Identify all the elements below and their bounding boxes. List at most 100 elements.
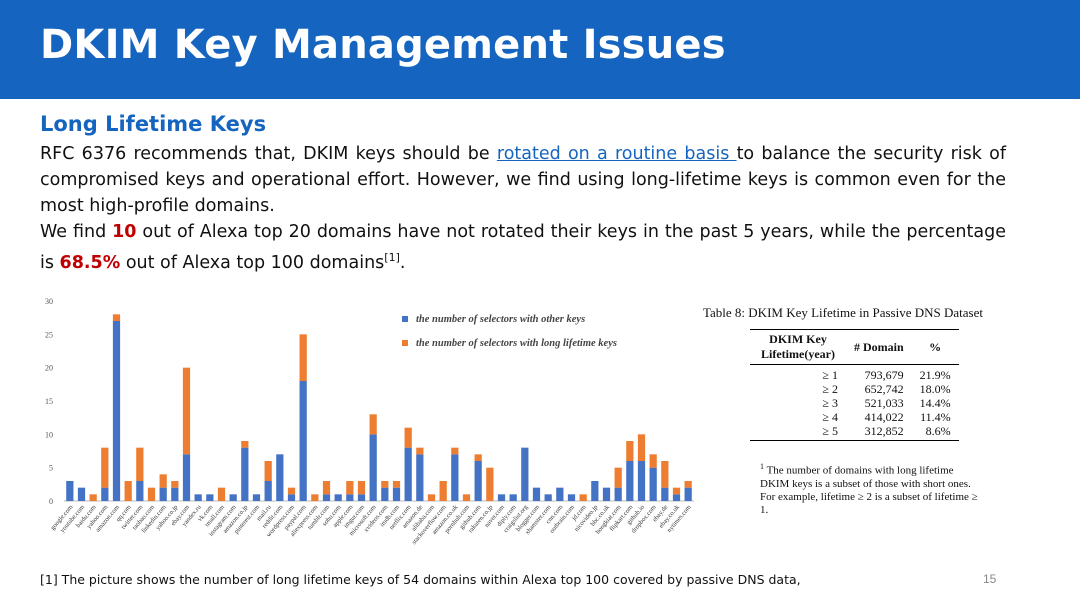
stacked-bar-chart: 051015202530google.comyoutube.combaidu.c… [45, 297, 694, 546]
reference-note: [1] The picture shows the number of long… [40, 572, 801, 587]
bar-other-keys [101, 487, 109, 501]
cell-domain-count: 414,022 [864, 410, 904, 424]
bar-long-lifetime-keys [136, 447, 144, 481]
cell-lifetime: ≥ 5 [750, 424, 846, 441]
cell-percent: 21.9% [919, 368, 951, 382]
bar-long-lifetime-keys [112, 314, 121, 321]
bar-other-keys [252, 494, 261, 501]
bar-other-keys [276, 454, 284, 501]
footnote-text: The number of domains with long lifetime… [760, 464, 978, 516]
bar-other-keys [591, 481, 599, 501]
bar-other-keys [497, 494, 506, 501]
highlight-percentage: 68.5% [59, 252, 121, 273]
bar-other-keys [392, 487, 401, 501]
y-tick-label: 5 [49, 464, 53, 473]
cell-domain-count: 793,679 [864, 368, 904, 382]
bar-long-lifetime-keys [626, 441, 634, 461]
bar-long-lifetime-keys [171, 481, 179, 488]
cell-domain-count: 312,852 [846, 424, 912, 441]
bar-other-keys [357, 494, 366, 501]
y-tick-label: 10 [45, 430, 53, 439]
table-row: ≥ 3 521,033 14.4% [750, 396, 959, 410]
bar-other-keys [112, 321, 121, 501]
bar-other-keys [66, 481, 74, 501]
cell-percent: 11.4% [920, 410, 951, 424]
bar-other-keys [264, 481, 272, 501]
table-footnote: 1 The number of domains with long lifeti… [760, 460, 985, 517]
bar-long-lifetime-keys [474, 454, 482, 461]
bar-other-keys [206, 494, 214, 501]
section-subtitle: Long Lifetime Keys [40, 112, 267, 136]
bar-other-keys [322, 494, 331, 501]
bar-other-keys [404, 447, 412, 501]
bar-other-keys [509, 494, 517, 501]
bar-long-lifetime-keys [299, 334, 307, 381]
table-row: ≥ 5 312,852 8.6% [750, 424, 959, 441]
bar-long-lifetime-keys [147, 487, 156, 501]
bar-other-keys [299, 381, 307, 501]
bar-other-keys [159, 487, 167, 501]
bar-long-lifetime-keys [124, 481, 132, 501]
bar-long-lifetime-keys [451, 447, 459, 455]
paragraph-1: RFC 6376 recommends that, DKIM keys shou… [40, 141, 1006, 219]
bar-long-lifetime-keys [579, 494, 587, 501]
bar-long-lifetime-keys [637, 434, 646, 461]
para2-text-b: out of Alexa top 20 domains have not rot… [40, 222, 1006, 273]
bar-other-keys [451, 454, 459, 501]
y-tick-label: 20 [45, 364, 53, 373]
bar-long-lifetime-keys [159, 474, 167, 488]
bar-other-keys [532, 487, 541, 501]
body-text: RFC 6376 recommends that, DKIM keys shou… [40, 141, 1006, 276]
cell-lifetime: ≥ 4 [822, 410, 838, 424]
bar-long-lifetime-keys [392, 481, 401, 488]
para1-text-a: RFC 6376 recommends that, DKIM keys shou… [40, 144, 497, 164]
bar-other-keys [649, 467, 657, 501]
bar-other-keys [614, 487, 622, 501]
rotation-link[interactable]: rotated on a routine basis [496, 144, 737, 164]
table-row: ≥ 4 414,022 11.4% [750, 410, 959, 424]
bar-other-keys [661, 487, 669, 501]
bar-long-lifetime-keys [672, 487, 681, 495]
bar-other-keys [182, 454, 191, 501]
bar-long-lifetime-keys [381, 481, 389, 488]
bar-other-keys [241, 447, 249, 501]
bar-other-keys [556, 487, 564, 501]
bar-other-keys [77, 487, 86, 501]
bar-other-keys [369, 434, 377, 501]
bar-long-lifetime-keys [439, 481, 447, 501]
bar-long-lifetime-keys [486, 467, 494, 501]
bar-other-keys [474, 461, 482, 501]
bar-long-lifetime-keys [217, 487, 226, 501]
table-row: ≥ 1 793,679 21.9% [750, 365, 959, 383]
lifetime-table: DKIM Key Lifetime(year) # Domain % ≥ 1 79… [750, 329, 959, 441]
cell-domain-count: 521,033 [864, 396, 904, 410]
title-bar: DKIM Key Management Issues [0, 0, 1080, 99]
bar-other-keys [521, 447, 529, 501]
bar-long-lifetime-keys [369, 414, 377, 435]
bar-long-lifetime-keys [462, 494, 471, 501]
para2-text-end: . [399, 252, 406, 273]
bar-long-lifetime-keys [416, 447, 424, 455]
bar-long-lifetime-keys [241, 441, 249, 448]
table-caption: Table 8: DKIM Key Lifetime in Passive DN… [703, 305, 983, 320]
y-tick-label: 0 [49, 497, 53, 506]
header-domain: # Domain [846, 329, 912, 365]
bar-long-lifetime-keys [661, 461, 669, 488]
highlight-count: 10 [112, 222, 137, 242]
legend-label: the number of selectors with other keys [416, 314, 585, 325]
para2-text-a: We find [40, 222, 113, 242]
footnote-mark: 1 [760, 462, 764, 471]
bar-other-keys [194, 494, 202, 501]
bar-long-lifetime-keys [287, 487, 296, 495]
header-lifetime: DKIM Key Lifetime(year) [750, 329, 846, 365]
cell-lifetime: ≥ 2 [822, 382, 838, 396]
cell-percent: 8.6% [911, 424, 959, 441]
para1-text-b: to balance the security risk of compromi… [40, 144, 1006, 216]
bar-long-lifetime-keys [357, 481, 366, 495]
bar-long-lifetime-keys [427, 494, 436, 501]
y-tick-label: 25 [45, 330, 53, 339]
bar-long-lifetime-keys [404, 427, 412, 448]
table-row: ≥ 2 652,742 18.0% [750, 382, 959, 396]
bar-other-keys [416, 454, 424, 501]
bar-other-keys [684, 487, 692, 501]
